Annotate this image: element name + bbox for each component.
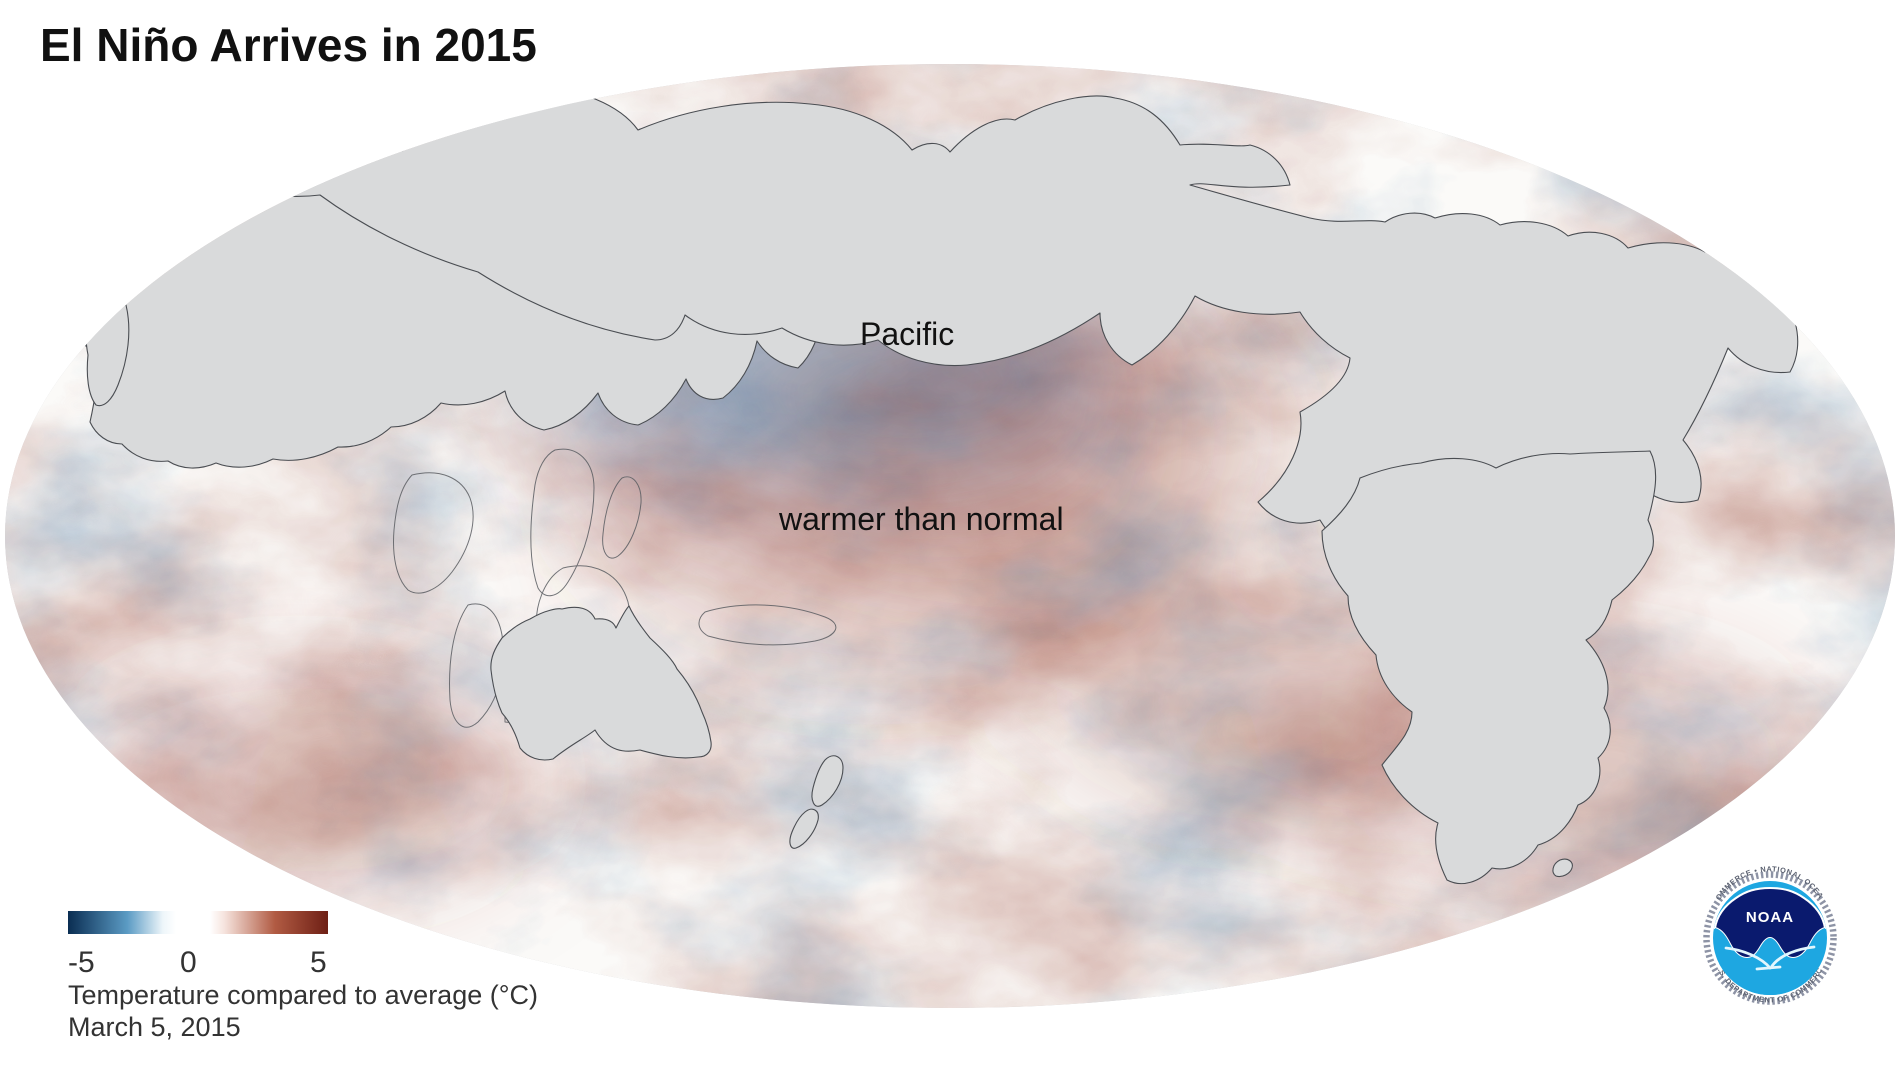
svg-text:warmer than normal: warmer than normal [778,501,1064,537]
svg-text:March 5, 2015: March 5, 2015 [68,1012,241,1042]
svg-text:5: 5 [310,946,327,979]
svg-text:0: 0 [180,946,197,979]
svg-text:-5: -5 [68,946,95,979]
svg-text:Pacific: Pacific [860,316,954,352]
svg-text:Temperature compared to averag: Temperature compared to average (°C) [68,980,538,1010]
svg-text:NOAA: NOAA [1746,909,1794,926]
